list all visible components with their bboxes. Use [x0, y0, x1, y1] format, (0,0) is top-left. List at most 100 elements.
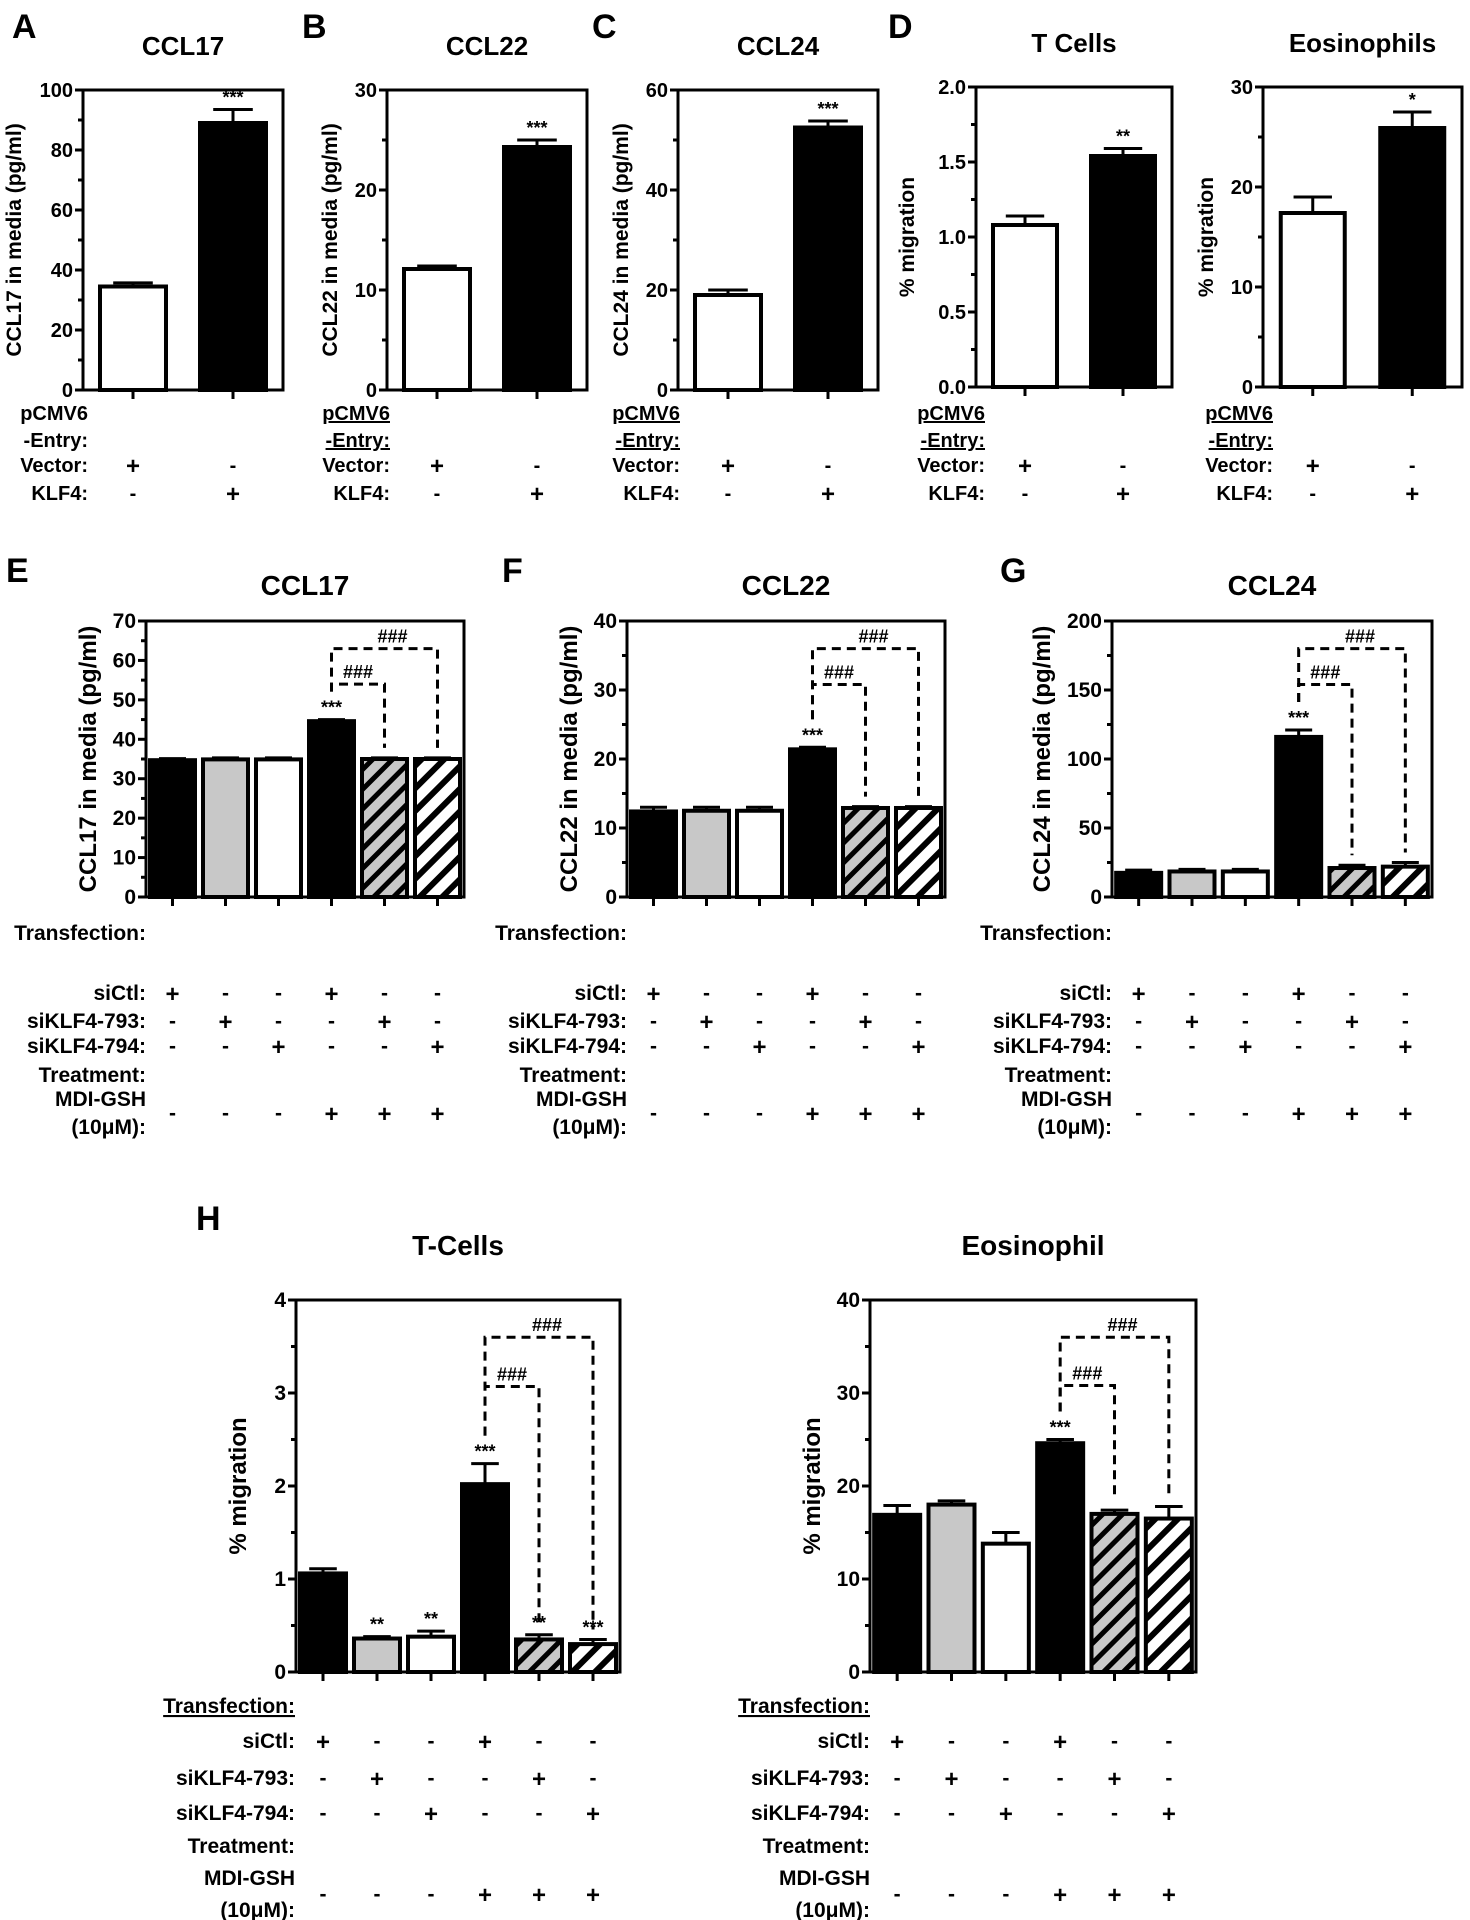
condition-label: siKLF4-794:	[508, 1035, 627, 1058]
panel-letter-h: H	[196, 1200, 221, 1238]
significance-bracket	[1058, 1384, 1116, 1501]
y-tick-label: 0.5	[938, 302, 966, 324]
condition-mark: -	[1189, 1035, 1196, 1058]
y-tick-label: 80	[51, 140, 73, 162]
treatment-mark: -	[1242, 1102, 1249, 1125]
condition-mark: -	[1057, 1767, 1064, 1790]
chart-g: CCL24 CCL24 in media (pg/ml) *** 0 50 100 150 2…	[980, 570, 1434, 1139]
condition-mark: -	[374, 1802, 381, 1825]
panel-letter-d: D	[888, 8, 913, 46]
y-tick-label: 1	[274, 1568, 286, 1591]
panel-letter-a: A	[12, 8, 37, 46]
condition-mark: -	[1402, 1010, 1409, 1033]
y-tick-label: 50	[113, 689, 136, 712]
treatment-mark: -	[1135, 1102, 1142, 1125]
condition-mark: +	[324, 981, 338, 1008]
y-tick-label: 60	[646, 80, 668, 102]
condition-mark: -	[1295, 1010, 1302, 1033]
treatment-header: Treatment:	[188, 1835, 295, 1858]
condition-mark: +	[478, 1729, 492, 1756]
condition-mark: -	[1120, 455, 1127, 477]
condition-mark: -	[428, 1767, 435, 1790]
chart-d1: T Cells % migration ** 0.0 0.5 1.0 1.5 2.0 pCMV6…	[896, 28, 1174, 508]
condition-mark: -	[222, 1035, 229, 1058]
condition-mark: +	[370, 1766, 384, 1793]
condition-label: siCtl:	[243, 1730, 296, 1753]
condition-mark: -	[1057, 1802, 1064, 1825]
condition-mark: -	[590, 1730, 597, 1753]
treatment-mark: +	[478, 1882, 492, 1909]
significance-bracket	[1297, 647, 1407, 853]
condition-label: siKLF4-794:	[993, 1035, 1112, 1058]
chart-title: Eosinophils	[1289, 28, 1436, 58]
condition-mark: -	[1402, 982, 1409, 1005]
condition-mark: -	[825, 455, 832, 477]
panel-letter-c: C	[592, 8, 617, 46]
bar	[793, 125, 863, 392]
y-tick-label: 60	[113, 649, 136, 672]
significance-label: **	[424, 1609, 438, 1629]
condition-mark: +	[165, 981, 179, 1008]
condition-mark: -	[169, 1010, 176, 1033]
condition-mark: -	[915, 982, 922, 1005]
treatment-mark: +	[1107, 1882, 1121, 1909]
y-axis-label: % migration	[799, 1417, 826, 1554]
condition-mark: -	[725, 483, 732, 505]
condition-mark: -	[230, 455, 237, 477]
condition-mark: +	[1162, 1801, 1176, 1828]
bar	[926, 1502, 977, 1674]
condition-label: KLF4:	[333, 483, 390, 505]
condition-mark: +	[218, 1009, 232, 1036]
condition-header: pCMV6	[612, 403, 680, 425]
condition-label: siCtl:	[575, 982, 628, 1005]
y-tick-label: 30	[355, 80, 377, 102]
bar	[514, 1637, 564, 1674]
chart-b: CCL22 CCL22 in media (pg/ml) *** 0 10 20 30 pCM…	[319, 31, 589, 508]
y-tick-label: 0	[605, 886, 617, 909]
condition-label: KLF4:	[1216, 483, 1273, 505]
bar	[502, 145, 572, 392]
y-tick-label: 40	[837, 1289, 860, 1312]
treatment-label: (10μM):	[552, 1116, 627, 1139]
bar	[1220, 869, 1270, 899]
treatment-mark: +	[1398, 1101, 1412, 1128]
condition-header: -Entry:	[616, 430, 680, 452]
condition-mark: +	[821, 481, 835, 508]
treatment-mark: -	[374, 1883, 381, 1906]
treatment-mark: -	[169, 1102, 176, 1125]
condition-mark: +	[944, 1766, 958, 1793]
treatment-label: (10μM):	[1037, 1116, 1112, 1139]
chart-title: CCL24	[1228, 570, 1317, 601]
condition-mark: +	[1398, 1034, 1412, 1061]
treatment-mark: -	[428, 1883, 435, 1906]
condition-mark: +	[646, 981, 660, 1008]
condition-mark: -	[1111, 1730, 1118, 1753]
y-tick-label: 0	[657, 380, 668, 402]
y-tick-label: 20	[1231, 177, 1253, 199]
y-axis-label: CCL17 in media (pg/ml)	[75, 626, 102, 893]
treatment-label: MDI-GSH	[204, 1867, 295, 1890]
y-axis-label: % migration	[225, 1417, 252, 1554]
chart-h2: Eosinophil % migration *** 0 10 20 30 40 ### ### T…	[738, 1230, 1198, 1920]
condition-mark: -	[275, 1010, 282, 1033]
treatment-mark: +	[805, 1101, 819, 1128]
bracket-label: ###	[1107, 1315, 1137, 1335]
y-axis-label: CCL24 in media (pg/ml)	[610, 123, 633, 356]
condition-mark: -	[534, 455, 541, 477]
significance-label: ***	[802, 725, 823, 745]
treatment-header: Treatment:	[1005, 1064, 1112, 1087]
condition-mark: +	[805, 981, 819, 1008]
condition-mark: +	[586, 1801, 600, 1828]
panel-letter-b: B	[302, 8, 327, 46]
bracket-label: ###	[858, 627, 888, 647]
y-tick-label: 3	[274, 1382, 286, 1405]
condition-mark: +	[1116, 481, 1130, 508]
treatment-mark: -	[275, 1102, 282, 1125]
condition-mark: -	[374, 1730, 381, 1753]
chart-title: CCL22	[742, 570, 831, 601]
condition-mark: -	[703, 982, 710, 1005]
y-tick-label: 150	[1067, 679, 1102, 702]
treatment-mark: +	[586, 1882, 600, 1909]
condition-mark: +	[1345, 1009, 1359, 1036]
condition-label: siKLF4-794:	[751, 1802, 870, 1825]
